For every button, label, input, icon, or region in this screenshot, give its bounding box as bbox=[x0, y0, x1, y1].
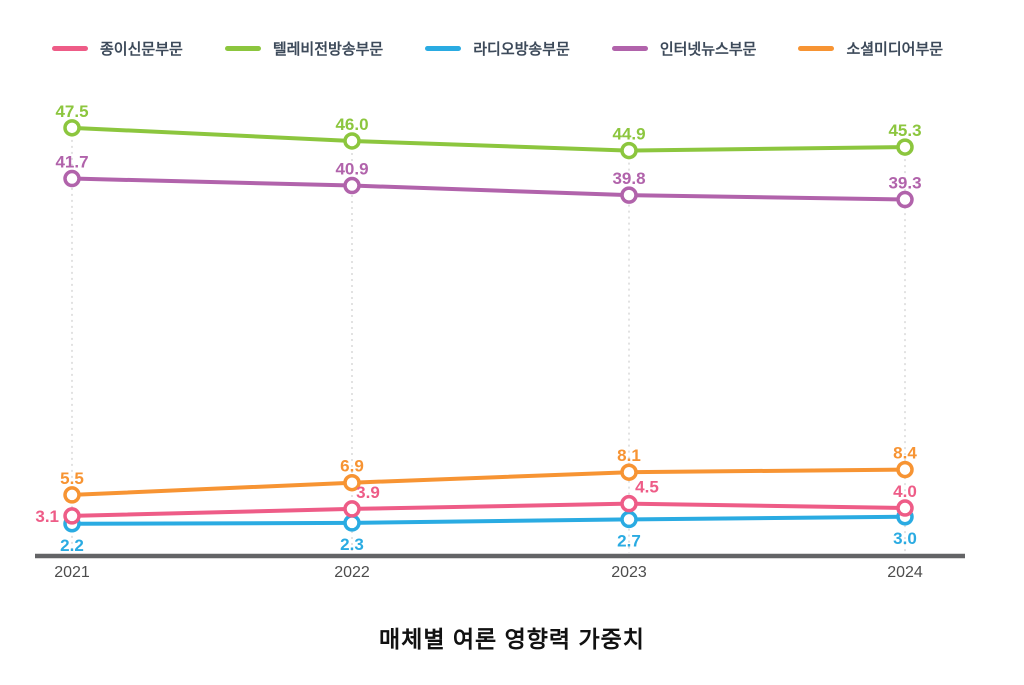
data-point-marker bbox=[896, 460, 914, 479]
data-point-marker bbox=[620, 494, 638, 513]
legend-label: 인터넷뉴스부문 bbox=[659, 41, 757, 58]
x-tick-label: 2024 bbox=[887, 564, 923, 581]
x-tick-label: 2021 bbox=[54, 564, 90, 581]
series-line bbox=[70, 125, 907, 153]
value-label: 47.5 bbox=[55, 102, 88, 121]
legend-line-swatch bbox=[798, 46, 835, 51]
x-tick-label: 2023 bbox=[611, 564, 647, 581]
value-label: 3.0 bbox=[893, 529, 917, 548]
x-tick-label: 2022 bbox=[334, 564, 370, 581]
legend-label: 소셜미디어부문 bbox=[846, 41, 944, 58]
value-label: 45.3 bbox=[888, 121, 921, 140]
value-label: 39.3 bbox=[888, 174, 921, 193]
chart-legend: 종이신문부문 텔레비전방송부문 라디오방송부문 인터넷뉴스부문 소셜미디어부문 bbox=[52, 38, 943, 59]
chart-title: 매체별 여론 영향력 가중치 bbox=[379, 626, 645, 652]
data-point-marker bbox=[620, 186, 638, 204]
legend-line-swatch bbox=[611, 46, 648, 51]
line-chart-canvas: 2021 2022 2023 2024 47.5 46.0 44.9 45.3 41.7 40.9… bbox=[35, 102, 965, 581]
data-point-marker bbox=[896, 190, 914, 209]
legend-line-swatch bbox=[224, 46, 261, 51]
data-point-marker bbox=[343, 132, 361, 150]
data-point-marker bbox=[343, 176, 361, 195]
legend-item-television: 텔레비전방송부문 bbox=[224, 38, 384, 59]
value-label: 4.0 bbox=[893, 482, 917, 501]
legend-label: 텔레비전방송부문 bbox=[272, 41, 384, 58]
legend-item-radio: 라디오방송부문 bbox=[425, 38, 570, 59]
data-point-marker bbox=[620, 141, 638, 160]
data-point-marker bbox=[63, 486, 81, 504]
value-label: 2.2 bbox=[60, 536, 84, 555]
data-point-marker bbox=[63, 507, 81, 525]
value-label: 5.5 bbox=[60, 469, 84, 488]
data-point-marker bbox=[63, 119, 81, 137]
value-label: 6.9 bbox=[340, 457, 364, 476]
series-line bbox=[70, 467, 907, 497]
value-label: 44.9 bbox=[612, 125, 645, 144]
legend-line-swatch bbox=[425, 46, 462, 51]
legend-label: 라디오방송부문 bbox=[473, 41, 570, 58]
data-point-marker bbox=[896, 138, 914, 156]
value-label: 4.5 bbox=[635, 478, 659, 497]
data-point-marker bbox=[343, 473, 361, 492]
legend-item-paper-newspaper: 종이신문부문 bbox=[52, 38, 183, 59]
value-label: 40.9 bbox=[335, 160, 368, 179]
legend-item-social-media: 소셜미디어부문 bbox=[798, 38, 943, 59]
value-label: 46.0 bbox=[335, 115, 368, 134]
legend-item-internet-news: 인터넷뉴스부문 bbox=[611, 38, 757, 59]
value-label: 39.8 bbox=[612, 169, 645, 188]
value-label: 8.4 bbox=[893, 444, 917, 463]
data-point-marker bbox=[343, 514, 361, 532]
data-point-marker bbox=[63, 169, 81, 188]
value-label: 3.9 bbox=[356, 483, 380, 502]
data-point-marker bbox=[343, 500, 361, 518]
series-line bbox=[70, 176, 907, 202]
data-point-marker bbox=[896, 499, 914, 517]
legend-label: 종이신문부문 bbox=[100, 41, 183, 58]
series-line bbox=[70, 501, 907, 518]
data-point-marker bbox=[620, 510, 638, 529]
value-label: 2.3 bbox=[340, 535, 364, 554]
legend-line-swatch bbox=[52, 46, 88, 51]
value-label: 3.1 bbox=[35, 507, 59, 526]
value-label: 8.1 bbox=[617, 446, 641, 465]
value-label: 41.7 bbox=[55, 153, 88, 172]
value-label: 2.7 bbox=[617, 531, 641, 550]
data-point-marker bbox=[620, 463, 638, 481]
series-line bbox=[70, 514, 907, 526]
